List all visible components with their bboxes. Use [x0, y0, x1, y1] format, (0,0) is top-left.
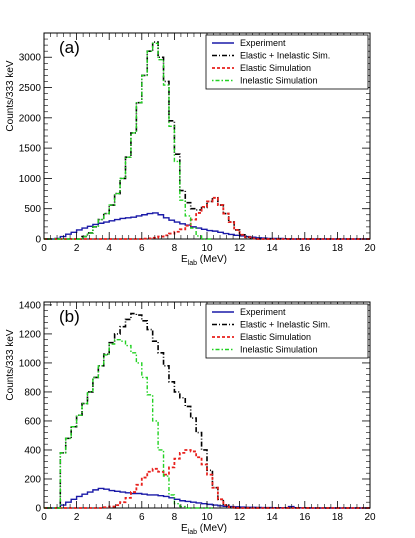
y-tick-label: 2500	[19, 83, 42, 94]
y-tick-label: 800	[24, 387, 41, 398]
x-tick-label: 12	[234, 512, 246, 523]
x-tick-label: 0	[41, 512, 47, 523]
legend-label-experiment: Experiment	[240, 38, 286, 48]
series-elastic-simulation	[44, 449, 370, 509]
y-tick-label: 1000	[19, 358, 42, 369]
y-tick-label: 3000	[19, 53, 42, 64]
legend-label-inelastic-simulation: Inelastic Simulation	[240, 345, 318, 355]
x-tick-label: 4	[106, 243, 112, 254]
x-tick-label: 20	[364, 243, 376, 254]
y-axis-ticks: 0 200 400 600 800 1000 1200 1400	[19, 300, 370, 515]
x-tick-label: 2	[74, 243, 80, 254]
y-tick-label: 400	[24, 445, 41, 456]
y-tick-label: 500	[24, 204, 41, 215]
x-tick-label: 6	[139, 243, 145, 254]
panel-a: 0 2 4 6 8 10 12 14 16 18 20 0 500 1000 1500 2000 2500 30…	[5, 32, 376, 267]
x-axis-title-unit: (MeV)	[197, 523, 227, 534]
panel-label: (b)	[59, 307, 80, 326]
x-tick-label: 18	[332, 243, 344, 254]
x-axis-title: Elab (MeV)	[181, 523, 227, 536]
x-tick-label: 4	[106, 512, 112, 523]
legend-label-elastic-inelastic-sim: Elastic + Inelastic Sim.	[240, 51, 330, 61]
x-tick-label: 2	[74, 512, 80, 523]
x-tick-label: 12	[234, 243, 246, 254]
x-tick-label: 16	[299, 243, 311, 254]
legend: Experiment Elastic + Inelastic Sim. Elasti…	[205, 303, 369, 359]
x-tick-label: 20	[364, 512, 376, 523]
x-axis-title-main: E	[181, 523, 188, 534]
legend-label-elastic-inelastic-sim: Elastic + Inelastic Sim.	[240, 320, 330, 330]
legend-label-elastic-simulation: Elastic Simulation	[240, 63, 311, 73]
legend-label-elastic-simulation: Elastic Simulation	[240, 332, 311, 342]
x-tick-label: 8	[172, 512, 178, 523]
x-axis-title: Elab (MeV)	[181, 254, 227, 267]
y-tick-label: 2000	[19, 113, 42, 124]
panel-b: 0 2 4 6 8 10 12 14 16 18 20 0 200 400 600 800 1000 1200 1…	[5, 300, 376, 536]
series-experiment	[44, 487, 370, 509]
legend-box	[205, 34, 369, 90]
series-layer	[44, 41, 370, 240]
x-tick-label: 0	[41, 243, 47, 254]
y-axis-title: Counts/333 keV	[5, 60, 16, 131]
x-axis-title-subscript: lab	[188, 529, 197, 536]
legend-label-inelastic-simulation: Inelastic Simulation	[240, 76, 318, 86]
y-tick-label: 1500	[19, 144, 42, 155]
x-axis-title-subscript: lab	[188, 260, 197, 267]
x-tick-label: 14	[267, 512, 279, 523]
x-tick-label: 18	[332, 512, 344, 523]
legend-box	[205, 303, 369, 359]
y-tick-label: 1400	[19, 300, 42, 311]
x-tick-label: 14	[267, 243, 279, 254]
y-tick-label: 0	[35, 504, 41, 515]
legend-label-experiment: Experiment	[240, 307, 286, 317]
y-tick-label: 1000	[19, 174, 42, 185]
panel-label: (a)	[59, 38, 80, 57]
x-axis-title-unit: (MeV)	[197, 254, 227, 265]
x-axis-title-main: E	[181, 254, 188, 265]
legend: Experiment Elastic + Inelastic Sim. Elasti…	[205, 34, 369, 90]
y-tick-label: 600	[24, 416, 41, 427]
y-axis-title: Counts/333 keV	[5, 329, 16, 400]
y-tick-label: 0	[35, 235, 41, 246]
x-tick-label: 8	[172, 243, 178, 254]
y-tick-label: 200	[24, 474, 41, 485]
x-tick-label: 6	[139, 512, 145, 523]
x-tick-label: 10	[201, 243, 213, 254]
x-axis-ticks: 0 2 4 6 8 10 12 14 16 18 20	[41, 33, 376, 254]
y-tick-label: 1200	[19, 329, 42, 340]
x-tick-label: 10	[201, 512, 213, 523]
x-tick-label: 16	[299, 512, 311, 523]
